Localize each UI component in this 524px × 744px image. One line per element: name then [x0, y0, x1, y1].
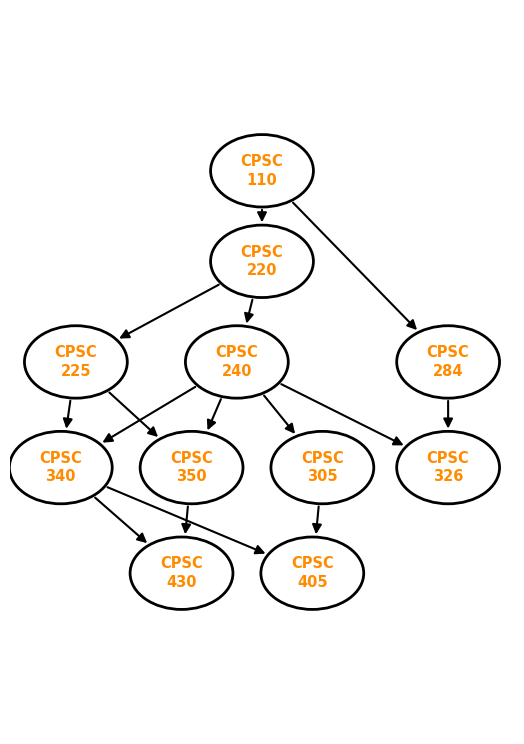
Ellipse shape [211, 135, 313, 207]
Text: CPSC
340: CPSC 340 [39, 451, 82, 484]
Text: CPSC
240: CPSC 240 [215, 345, 258, 379]
Ellipse shape [397, 326, 499, 398]
Text: CPSC
326: CPSC 326 [427, 451, 470, 484]
Ellipse shape [271, 432, 374, 504]
Ellipse shape [140, 432, 243, 504]
Text: CPSC
225: CPSC 225 [54, 345, 97, 379]
Ellipse shape [397, 432, 499, 504]
Ellipse shape [25, 326, 127, 398]
Ellipse shape [9, 432, 112, 504]
Ellipse shape [185, 326, 288, 398]
Ellipse shape [261, 537, 364, 609]
Text: CPSC
220: CPSC 220 [241, 245, 283, 278]
Ellipse shape [130, 537, 233, 609]
Text: CPSC
405: CPSC 405 [291, 557, 334, 590]
Text: CPSC
110: CPSC 110 [241, 154, 283, 187]
Text: CPSC
284: CPSC 284 [427, 345, 470, 379]
Text: CPSC
350: CPSC 350 [170, 451, 213, 484]
Ellipse shape [211, 225, 313, 298]
Text: CPSC
430: CPSC 430 [160, 557, 203, 590]
Text: CPSC
305: CPSC 305 [301, 451, 344, 484]
